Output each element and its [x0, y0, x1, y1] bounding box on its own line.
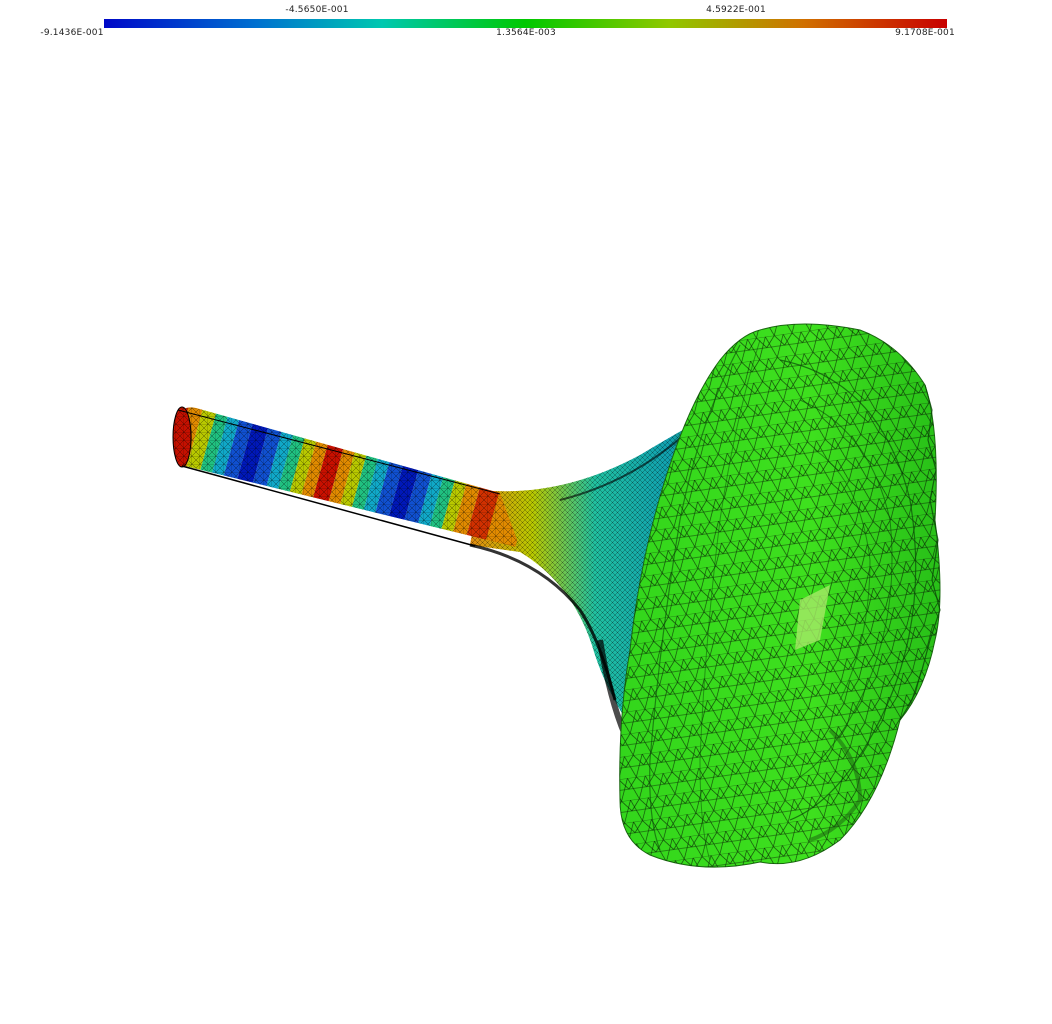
colorbar-mid-label: 1.3564E-003: [496, 28, 556, 38]
colorbar-max-label: 9.1708E-001: [895, 28, 955, 38]
disk-head: [619, 323, 941, 868]
colorbar-min-label: -9.1436E-001: [40, 28, 104, 38]
colorbar-top-label-1: -4.5650E-001: [285, 5, 349, 15]
colorbar-top-label-2: 4.5922E-001: [706, 5, 766, 15]
colorbar-gradient: [104, 19, 947, 28]
